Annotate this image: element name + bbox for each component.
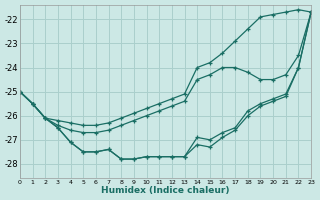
X-axis label: Humidex (Indice chaleur): Humidex (Indice chaleur) <box>101 186 230 195</box>
